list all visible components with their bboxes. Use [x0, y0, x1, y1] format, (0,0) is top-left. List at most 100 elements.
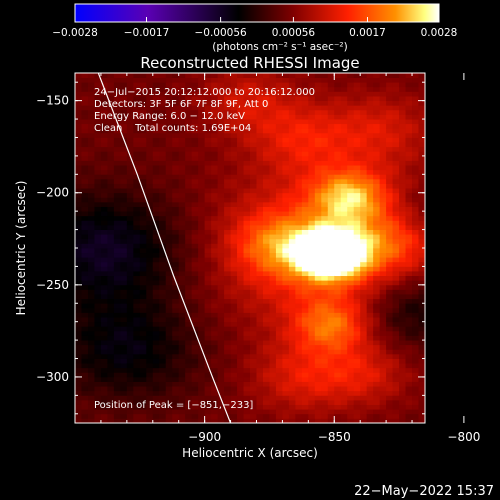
- heatmap-cell: [211, 303, 218, 309]
- heatmap-cell: [94, 353, 102, 359]
- heatmap-cell: [133, 381, 141, 387]
- heatmap-cell: [185, 77, 193, 83]
- heatmap-cell: [353, 82, 361, 88]
- heatmap-cell: [146, 86, 154, 92]
- heatmap-cell: [314, 257, 322, 263]
- heatmap-cell: [100, 353, 108, 359]
- heatmap-cell: [360, 284, 368, 290]
- heatmap-cell: [198, 330, 206, 336]
- heatmap-cell: [100, 317, 108, 323]
- heatmap-cell: [353, 114, 361, 120]
- heatmap-cell: [373, 91, 381, 97]
- heatmap-cell: [418, 390, 425, 396]
- heatmap-cell: [243, 248, 251, 254]
- heatmap-cell: [386, 77, 393, 83]
- heatmap-cell: [94, 206, 102, 212]
- heatmap-cell: [152, 376, 160, 382]
- heatmap-cell: [288, 119, 296, 125]
- heatmap-cell: [308, 155, 316, 161]
- heatmap-cell: [340, 294, 348, 300]
- heatmap-cell: [87, 257, 95, 263]
- heatmap-cell: [94, 77, 102, 83]
- heatmap-cell: [256, 358, 264, 364]
- heatmap-cell: [250, 77, 257, 83]
- heatmap-cell: [237, 376, 244, 382]
- heatmap-cell: [360, 344, 368, 350]
- heatmap-cell: [113, 128, 121, 134]
- heatmap-cell: [379, 257, 387, 263]
- heatmap-cell: [217, 303, 225, 309]
- heatmap-cell: [113, 109, 121, 115]
- heatmap-cell: [211, 257, 218, 263]
- heatmap-cell: [327, 91, 335, 97]
- heatmap-cell: [100, 73, 108, 79]
- heatmap-cell: [94, 307, 102, 313]
- heatmap-cell: [75, 381, 82, 387]
- heatmap-cell: [360, 386, 368, 392]
- heatmap-cell: [256, 215, 264, 221]
- heatmap-cell: [288, 238, 296, 244]
- heatmap-cell: [327, 197, 335, 203]
- heatmap-cell: [81, 353, 89, 359]
- heatmap-cell: [418, 280, 425, 286]
- heatmap-cell: [224, 294, 231, 300]
- heatmap-cell: [256, 372, 264, 378]
- heatmap-cell: [405, 137, 413, 143]
- heatmap-cell: [146, 326, 154, 332]
- heatmap-cell: [120, 335, 128, 341]
- heatmap-cell: [159, 326, 167, 332]
- heatmap-cell: [288, 215, 296, 221]
- heatmap-cell: [237, 243, 244, 249]
- heatmap-cell: [392, 220, 400, 226]
- heatmap-cell: [275, 386, 283, 392]
- heatmap-cell: [243, 109, 251, 115]
- heatmap-cell: [256, 188, 264, 194]
- heatmap-cell: [340, 211, 348, 217]
- heatmap-cell: [321, 91, 329, 97]
- heatmap-cell: [386, 220, 393, 226]
- heatmap-cell: [327, 363, 335, 369]
- heatmap-cell: [198, 243, 206, 249]
- heatmap-cell: [243, 91, 251, 97]
- heatmap-cell: [269, 160, 277, 166]
- heatmap-cell: [366, 174, 374, 180]
- heatmap-cell: [360, 91, 368, 97]
- heatmap-cell: [366, 178, 374, 184]
- heatmap-cell: [288, 248, 296, 254]
- heatmap-cell: [379, 386, 387, 392]
- heatmap-cell: [314, 220, 322, 226]
- heatmap-cell: [282, 174, 290, 180]
- heatmap-cell: [262, 86, 270, 92]
- heatmap-cell: [308, 381, 316, 387]
- heatmap-cell: [237, 229, 244, 235]
- heatmap-cell: [185, 409, 193, 415]
- heatmap-cell: [139, 294, 147, 300]
- heatmap-cell: [81, 289, 89, 295]
- heatmap-cell: [262, 363, 270, 369]
- heatmap-cell: [120, 114, 128, 120]
- heatmap-cell: [405, 132, 413, 138]
- heatmap-cell: [133, 312, 141, 318]
- heatmap-cell: [275, 197, 283, 203]
- heatmap-cell: [262, 238, 270, 244]
- heatmap-cell: [418, 128, 425, 134]
- heatmap-cell: [81, 183, 89, 189]
- heatmap-cell: [250, 284, 257, 290]
- heatmap-cell: [211, 206, 218, 212]
- heatmap-cell: [275, 266, 283, 272]
- heatmap-cell: [353, 215, 361, 221]
- heatmap-cell: [204, 261, 212, 267]
- heatmap-cell: [100, 386, 108, 392]
- heatmap-cell: [139, 178, 147, 184]
- heatmap-cell: [412, 123, 419, 129]
- heatmap-cell: [366, 160, 374, 166]
- heatmap-cell: [334, 252, 342, 258]
- heatmap-cell: [191, 96, 199, 102]
- heatmap-cell: [386, 192, 393, 198]
- heatmap-cell: [230, 418, 238, 423]
- heatmap-cell: [133, 165, 141, 171]
- heatmap-cell: [165, 197, 173, 203]
- heatmap-cell: [412, 257, 419, 263]
- heatmap-cell: [185, 399, 193, 405]
- heatmap-cell: [81, 146, 89, 152]
